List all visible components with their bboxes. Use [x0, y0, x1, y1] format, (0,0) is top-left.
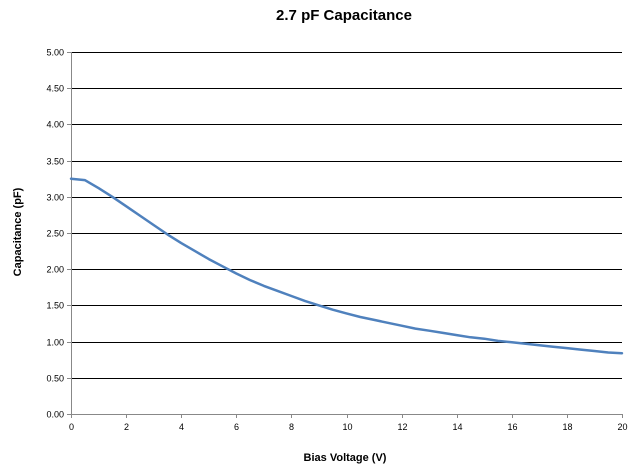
y-tick-label: 4.00 — [46, 120, 64, 130]
x-tick-label: 2 — [124, 422, 129, 432]
x-tick-label: 10 — [342, 422, 352, 432]
y-tick-label: 3.00 — [46, 193, 64, 203]
x-axis-title: Bias Voltage (V) — [304, 452, 387, 464]
y-tick-label: 3.50 — [46, 157, 64, 167]
x-tick-label: 18 — [562, 422, 572, 432]
x-tick-label: 6 — [234, 422, 239, 432]
x-tick-label: 14 — [452, 422, 462, 432]
series — [69, 177, 624, 355]
x-tick-label: 20 — [617, 422, 627, 432]
y-tick-label: 5.00 — [46, 48, 64, 58]
y-tick-label: 0.00 — [46, 410, 64, 420]
y-tick-label: 1.00 — [46, 338, 64, 348]
y-tick-label: 0.50 — [46, 374, 64, 384]
axes — [67, 52, 623, 418]
y-tick-label: 2.00 — [46, 265, 64, 275]
x-tick-label: 0 — [69, 422, 74, 432]
x-tick-labels: 0 2 4 6 8 10 12 14 16 18 20 — [69, 422, 628, 432]
gridlines — [71, 52, 622, 379]
y-tick-label: 1.50 — [46, 301, 64, 311]
x-tick-label: 4 — [179, 422, 184, 432]
x-tick-label: 16 — [507, 422, 517, 432]
y-tick-label: 2.50 — [46, 229, 64, 239]
chart-title: 2.7 pF Capacitance — [276, 7, 412, 24]
x-tick-label: 12 — [397, 422, 407, 432]
y-tick-labels: 0.00 0.50 1.00 1.50 2.00 2.50 3.00 3.50 4.00 4.50… — [46, 48, 64, 420]
x-tick-label: 8 — [289, 422, 294, 432]
y-axis-title: Capacitance (pF) — [12, 187, 24, 276]
y-tick-label: 4.50 — [46, 84, 64, 94]
capacitance-series-line — [69, 177, 624, 355]
